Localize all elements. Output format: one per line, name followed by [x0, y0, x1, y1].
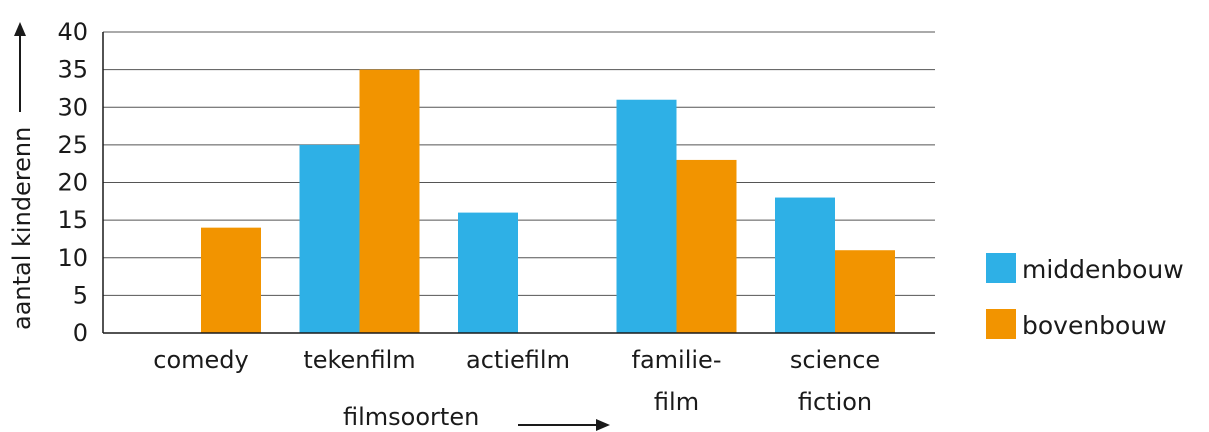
y-axis-title-arrowhead	[14, 22, 26, 36]
y-tick-label: 40	[57, 18, 88, 46]
bar-middenbouw	[299, 144, 360, 333]
y-tick-label: 25	[57, 131, 88, 159]
x-category-label: familie-	[632, 346, 722, 374]
bar-bovenbouw	[676, 159, 737, 333]
legend-label: bovenbouw	[1022, 311, 1167, 340]
x-category-labels: comedy tekenfilm actiefilm familie-film scie…	[153, 346, 880, 416]
axes	[102, 32, 935, 334]
legend: middenbouw bovenbouw	[986, 253, 1184, 340]
x-category-label: tekenfilm	[303, 346, 415, 374]
x-category-label: film	[654, 388, 699, 416]
bar-middenbouw	[616, 99, 677, 333]
x-category-label: actiefilm	[466, 346, 570, 374]
y-tick-label: 35	[57, 56, 88, 84]
y-tick-label: 10	[57, 244, 88, 272]
bar-bovenbouw	[835, 250, 895, 333]
bar-middenbouw	[458, 212, 518, 333]
x-axis-title: filmsoorten	[343, 403, 479, 431]
y-axis-title: aantal kinderenn	[8, 127, 36, 330]
y-tick-label: 5	[73, 281, 88, 309]
bars	[201, 69, 895, 333]
bar-bovenbouw	[359, 69, 420, 333]
x-axis-title-arrowhead	[596, 419, 610, 431]
y-tick-label: 20	[57, 169, 88, 197]
legend-label: middenbouw	[1022, 255, 1184, 284]
legend-swatch	[986, 309, 1016, 339]
y-tick-label: 0	[73, 319, 88, 347]
x-category-label: fiction	[798, 388, 872, 416]
legend-swatch	[986, 253, 1016, 283]
x-category-label: science	[790, 346, 880, 374]
bar-middenbouw	[775, 197, 835, 333]
y-tick-labels: 0 5 10 15 20 25 30 35 40	[57, 18, 88, 347]
y-tick-label: 15	[57, 206, 88, 234]
x-category-label: comedy	[153, 346, 248, 374]
bar-bovenbouw	[201, 227, 261, 333]
y-tick-label: 30	[57, 93, 88, 121]
